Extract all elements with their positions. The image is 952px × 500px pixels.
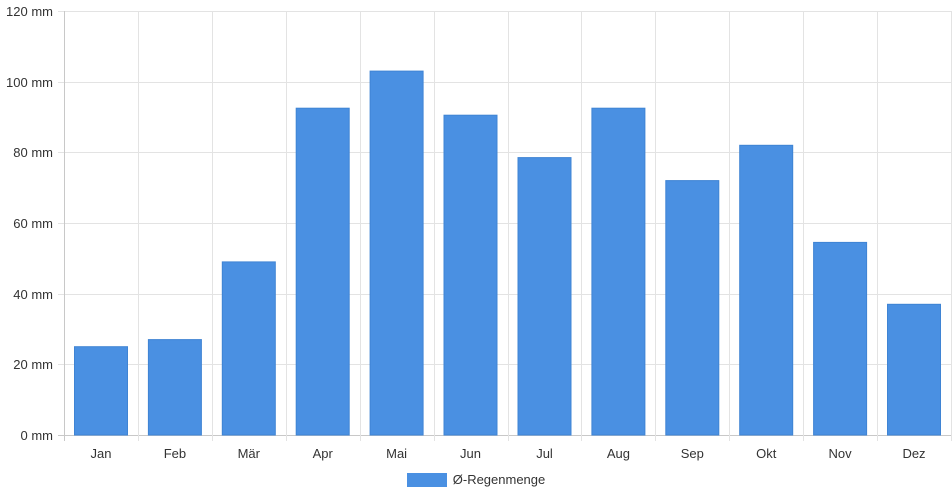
x-tick-label: Mai xyxy=(386,446,407,461)
x-tick-label: Dez xyxy=(902,446,925,461)
bar-nov xyxy=(813,241,868,436)
bar-jan xyxy=(74,346,128,436)
y-tick-label: 120 mm xyxy=(6,4,53,19)
y-tick-label: 100 mm xyxy=(6,75,53,90)
x-tick-label: Nov xyxy=(829,446,853,461)
y-tick-label: 80 mm xyxy=(13,145,53,160)
x-tick-label: Feb xyxy=(164,446,186,461)
x-tick-label: Mär xyxy=(238,446,261,461)
bar-dez xyxy=(887,303,941,436)
x-tick-label: Okt xyxy=(756,446,777,461)
grid-lines xyxy=(58,11,952,441)
y-tick-label: 40 mm xyxy=(13,287,53,302)
y-tick-label: 60 mm xyxy=(13,216,53,231)
rainfall-bar-chart: 0 mm 20 mm 40 mm 60 mm 80 mm 100 mm 120 mm Jan F… xyxy=(6,4,952,461)
x-tick-label: Jan xyxy=(91,446,112,461)
bar-apr xyxy=(295,107,350,436)
bar-okt xyxy=(739,144,794,436)
bar-feb xyxy=(147,339,202,436)
x-tick-label: Sep xyxy=(681,446,704,461)
x-tick-label: Aug xyxy=(607,446,630,461)
x-tick-label: Jun xyxy=(460,446,481,461)
legend[interactable]: Ø-Regenmenge xyxy=(0,472,952,487)
x-tick-label: Jul xyxy=(536,446,553,461)
bar-sep xyxy=(665,180,720,436)
bar-mai xyxy=(369,70,424,436)
y-tick-label: 20 mm xyxy=(13,357,53,372)
axes: 0 mm 20 mm 40 mm 60 mm 80 mm 100 mm 120 mm Jan F… xyxy=(6,4,926,461)
legend-label: Ø-Regenmenge xyxy=(452,472,546,487)
bar-jun xyxy=(443,114,498,436)
bar-aug xyxy=(591,107,646,436)
bars xyxy=(74,70,941,436)
bar-jul xyxy=(517,157,572,436)
legend-swatch xyxy=(406,472,447,487)
bar-mär xyxy=(221,261,276,436)
x-tick-label: Apr xyxy=(313,446,334,461)
y-tick-label: 0 mm xyxy=(21,428,54,443)
